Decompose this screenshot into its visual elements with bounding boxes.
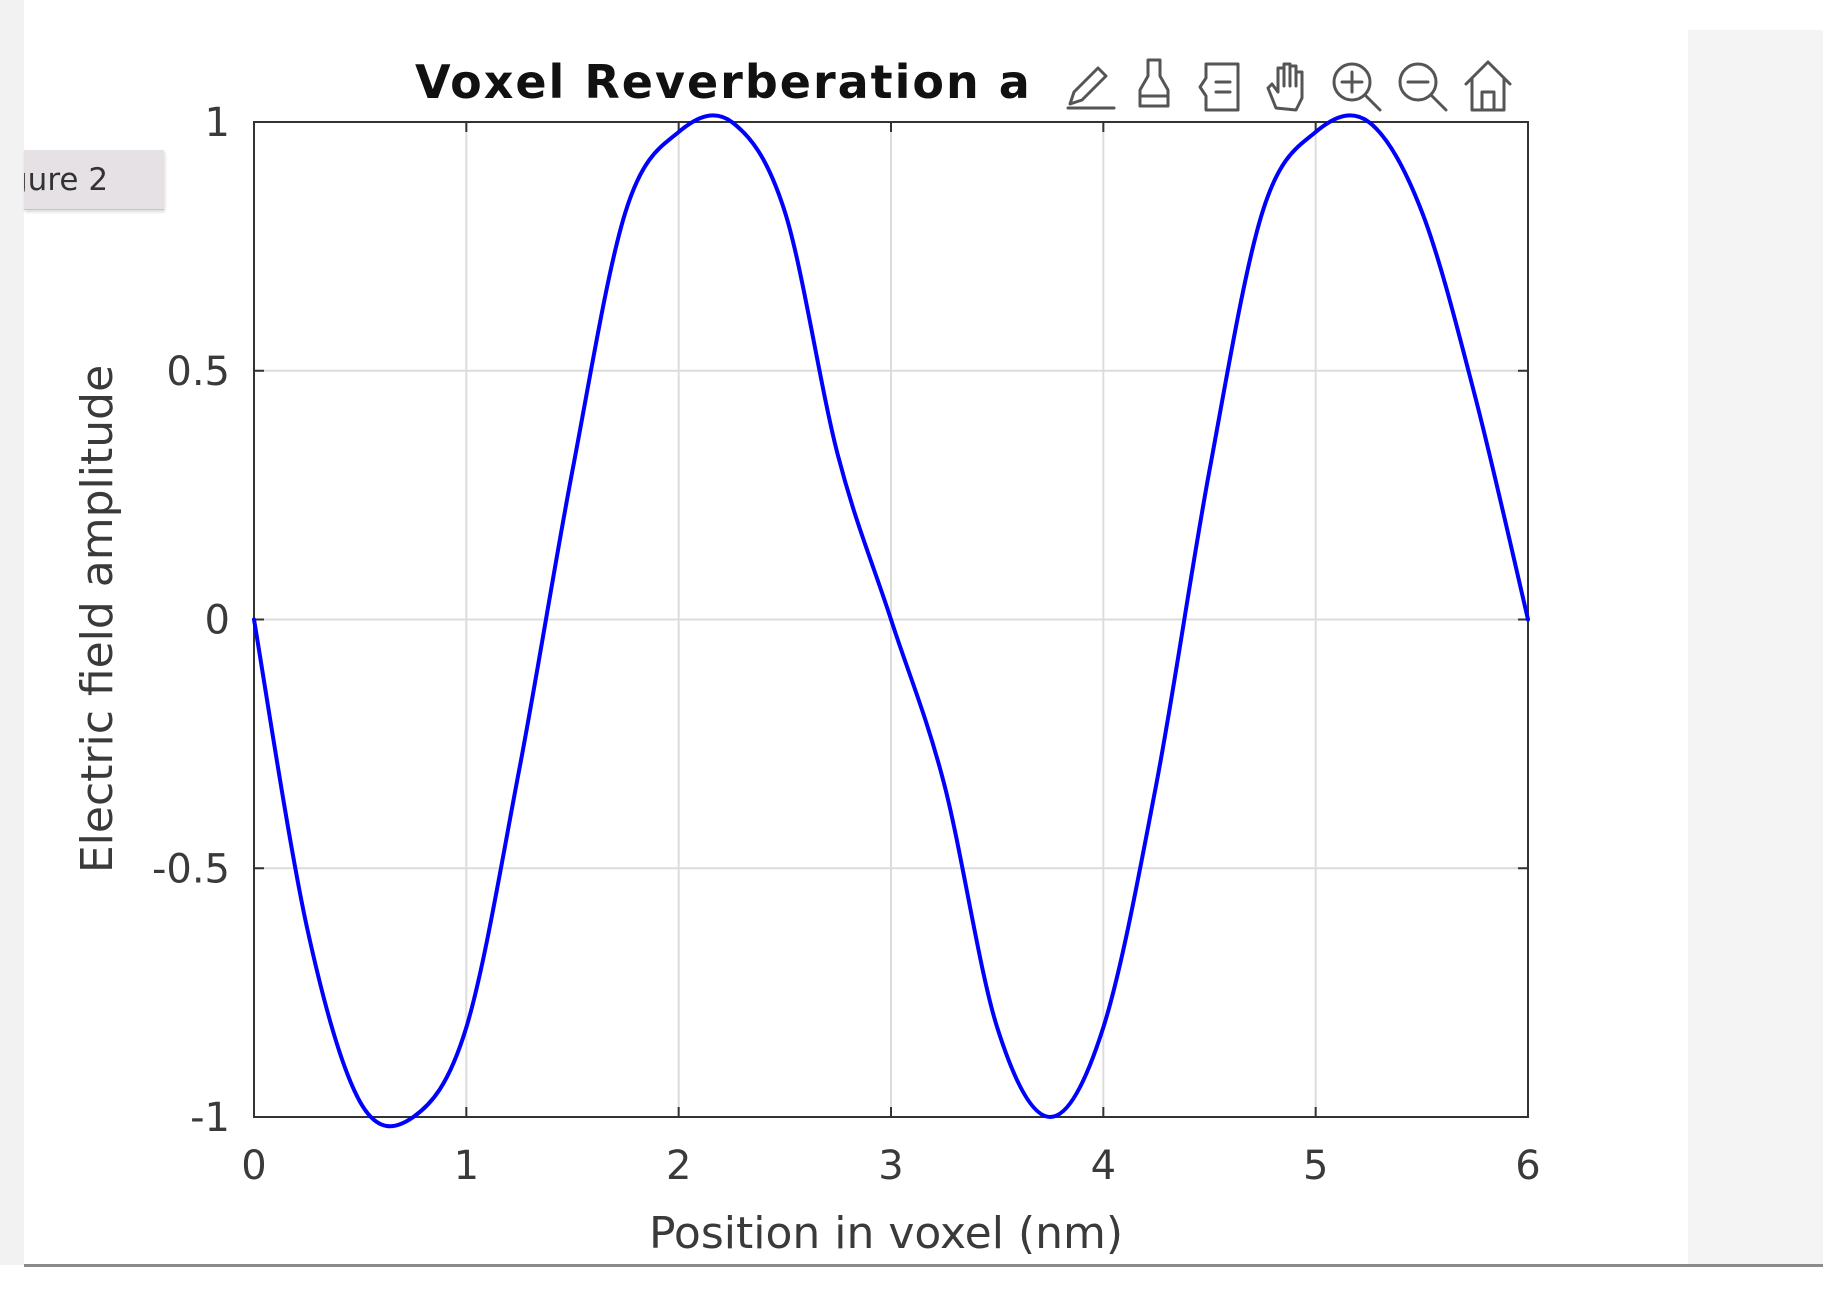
figure-tooltip: gure 2 bbox=[24, 150, 164, 210]
x-tick-label: 3 bbox=[878, 1143, 903, 1189]
x-tick-label: 2 bbox=[666, 1143, 691, 1189]
plot-toolbar bbox=[1066, 58, 1512, 112]
figure-tooltip-label: gure 2 bbox=[24, 161, 109, 198]
zoom-in-icon[interactable] bbox=[1332, 62, 1382, 112]
y-tick-label: 0.5 bbox=[166, 349, 230, 395]
edit-plot-icon[interactable] bbox=[1066, 66, 1116, 110]
x-tick-label: 1 bbox=[454, 1143, 479, 1189]
tick-labels: 0 1 2 3 4 5 6 -1 -0.5 0 0.5 1 bbox=[152, 100, 1541, 1189]
series-line bbox=[252, 113, 1530, 1129]
x-tick-label: 6 bbox=[1515, 1143, 1540, 1189]
x-tick-label: 5 bbox=[1303, 1143, 1328, 1189]
zoom-out-icon[interactable] bbox=[1398, 62, 1448, 112]
y-tick-label: -0.5 bbox=[152, 846, 230, 892]
insert-legend-icon[interactable] bbox=[1198, 62, 1240, 112]
y-axis-label: Electric field amplitude bbox=[72, 365, 123, 873]
pan-hand-icon[interactable] bbox=[1266, 62, 1304, 112]
window-left-edge bbox=[0, 0, 24, 1265]
chart-title: Voxel Reverberation a bbox=[415, 55, 1032, 109]
y-tick-label: -1 bbox=[190, 1095, 230, 1141]
x-tick-label: 4 bbox=[1091, 1143, 1116, 1189]
x-tick-label: 0 bbox=[241, 1143, 266, 1189]
right-side-panel bbox=[1688, 30, 1823, 1265]
x-axis-label: Position in voxel (nm) bbox=[649, 1208, 1123, 1259]
y-tick-label: 1 bbox=[205, 100, 230, 146]
y-tick-label: 0 bbox=[205, 598, 230, 644]
home-icon[interactable] bbox=[1464, 60, 1512, 112]
bottom-divider bbox=[24, 1264, 1823, 1267]
insert-colorbar-icon[interactable] bbox=[1138, 58, 1170, 108]
